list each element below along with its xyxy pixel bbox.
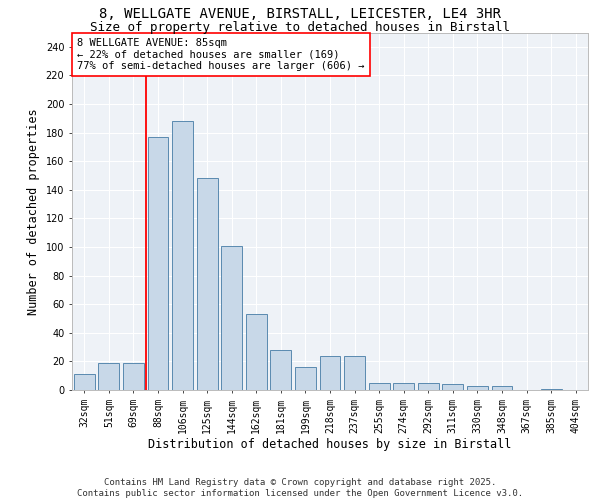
Bar <box>123 363 144 390</box>
Text: Contains HM Land Registry data © Crown copyright and database right 2025.
Contai: Contains HM Land Registry data © Crown c… <box>77 478 523 498</box>
Text: 8, WELLGATE AVENUE, BIRSTALL, LEICESTER, LE4 3HR: 8, WELLGATE AVENUE, BIRSTALL, LEICESTER,… <box>99 8 501 22</box>
Text: 8 WELLGATE AVENUE: 85sqm
← 22% of detached houses are smaller (169)
77% of semi-: 8 WELLGATE AVENUE: 85sqm ← 22% of detach… <box>77 38 365 71</box>
Bar <box>221 246 242 390</box>
Bar <box>295 367 316 390</box>
Bar <box>467 386 488 390</box>
Bar <box>344 356 365 390</box>
Bar <box>418 383 439 390</box>
Bar <box>246 314 267 390</box>
Bar <box>368 383 389 390</box>
Bar <box>74 374 95 390</box>
Bar <box>491 386 512 390</box>
Bar <box>271 350 292 390</box>
Bar <box>98 363 119 390</box>
Bar <box>442 384 463 390</box>
Bar <box>393 383 414 390</box>
Bar <box>148 137 169 390</box>
Bar <box>541 388 562 390</box>
Y-axis label: Number of detached properties: Number of detached properties <box>27 108 40 314</box>
Bar <box>172 121 193 390</box>
Text: Size of property relative to detached houses in Birstall: Size of property relative to detached ho… <box>90 21 510 34</box>
X-axis label: Distribution of detached houses by size in Birstall: Distribution of detached houses by size … <box>148 438 512 452</box>
Bar <box>320 356 340 390</box>
Bar <box>197 178 218 390</box>
